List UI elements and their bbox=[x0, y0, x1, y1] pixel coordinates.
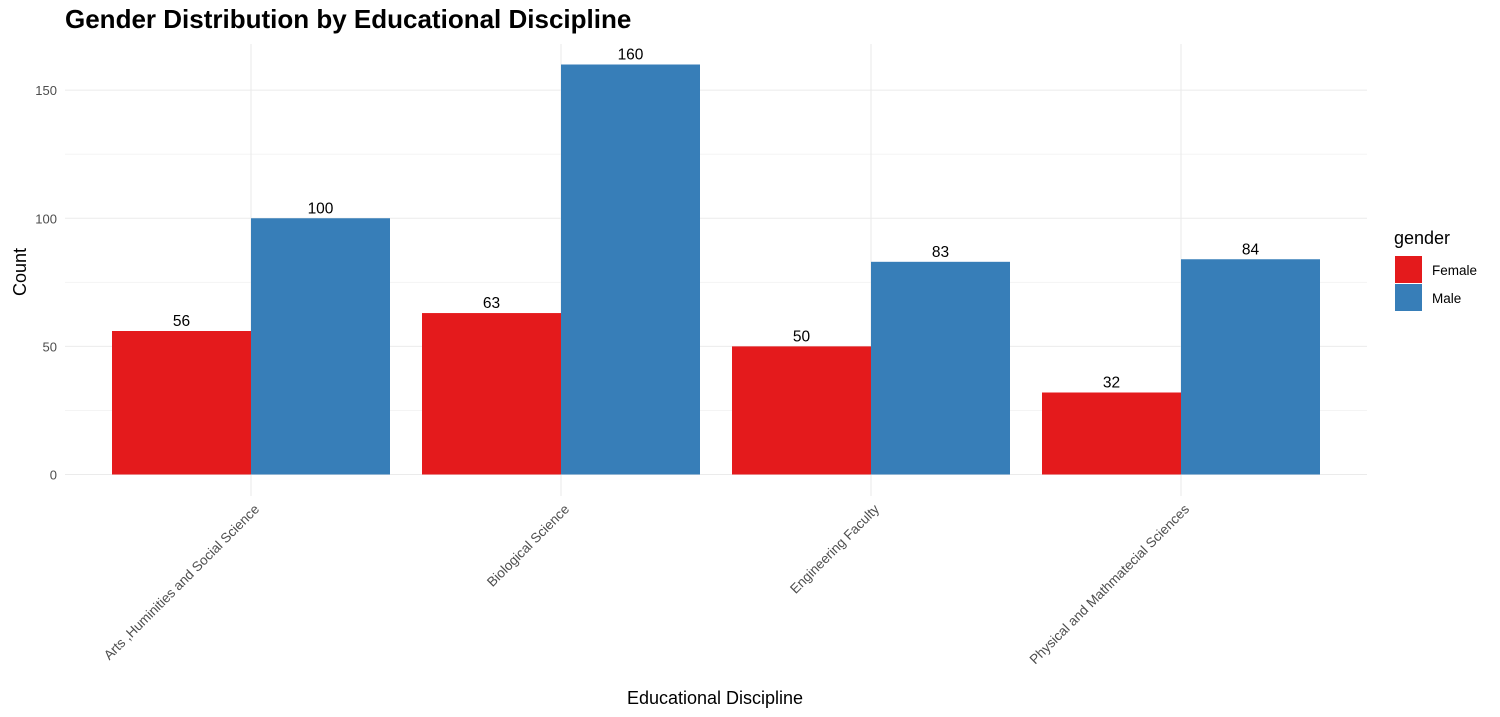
bar-male-2 bbox=[871, 261, 1010, 475]
y-axis-title: Count bbox=[10, 248, 30, 296]
y-tick-label: 100 bbox=[35, 211, 57, 226]
y-tick-label: 50 bbox=[43, 339, 57, 354]
x-axis-ticks: Arts ,Huminities and Social Science Biolo… bbox=[101, 501, 1192, 667]
x-tick-label: Engineering Faculty bbox=[787, 501, 882, 596]
y-tick-label: 150 bbox=[35, 83, 57, 98]
bar-male-0 bbox=[251, 218, 390, 475]
y-axis-ticks: 0 50 100 150 bbox=[35, 83, 57, 482]
bar-label-female-1: 63 bbox=[483, 295, 500, 312]
x-tick-label: Arts ,Huminities and Social Science bbox=[101, 502, 262, 663]
legend-items: Female Male bbox=[1395, 256, 1477, 311]
bar-label-male-1: 160 bbox=[618, 47, 644, 64]
bar-label-female-3: 32 bbox=[1103, 375, 1120, 392]
legend-label-female: Female bbox=[1432, 263, 1477, 278]
bar-female-2 bbox=[732, 346, 871, 475]
bar-female-3 bbox=[1042, 392, 1181, 475]
x-axis-title: Educational Discipline bbox=[627, 688, 803, 708]
bar-female-1 bbox=[422, 313, 561, 475]
bar-female-0 bbox=[112, 331, 251, 475]
bar-label-male-2: 83 bbox=[932, 244, 949, 261]
bar-label-male-3: 84 bbox=[1242, 241, 1260, 258]
legend-title: gender bbox=[1394, 228, 1450, 248]
bar-label-female-2: 50 bbox=[793, 328, 811, 345]
legend: gender Female Male bbox=[1394, 228, 1477, 311]
bar-value-labels: 56 63 50 32 100 160 83 84 bbox=[173, 47, 1260, 392]
legend-swatch-female bbox=[1395, 256, 1422, 283]
x-tick-label: Physical and Mathmatecial Sciences bbox=[1027, 501, 1193, 667]
bar-label-male-0: 100 bbox=[308, 200, 334, 217]
y-tick-label: 0 bbox=[50, 468, 57, 483]
chart-title: Gender Distribution by Educational Disci… bbox=[65, 4, 632, 34]
bar-label-female-0: 56 bbox=[173, 313, 190, 330]
bar-male-1 bbox=[561, 64, 700, 475]
legend-label-male: Male bbox=[1432, 291, 1461, 306]
x-tick-label: Biological Science bbox=[484, 502, 572, 590]
bar-male-3 bbox=[1181, 259, 1320, 475]
legend-swatch-male bbox=[1395, 284, 1422, 311]
bars bbox=[112, 64, 1320, 475]
